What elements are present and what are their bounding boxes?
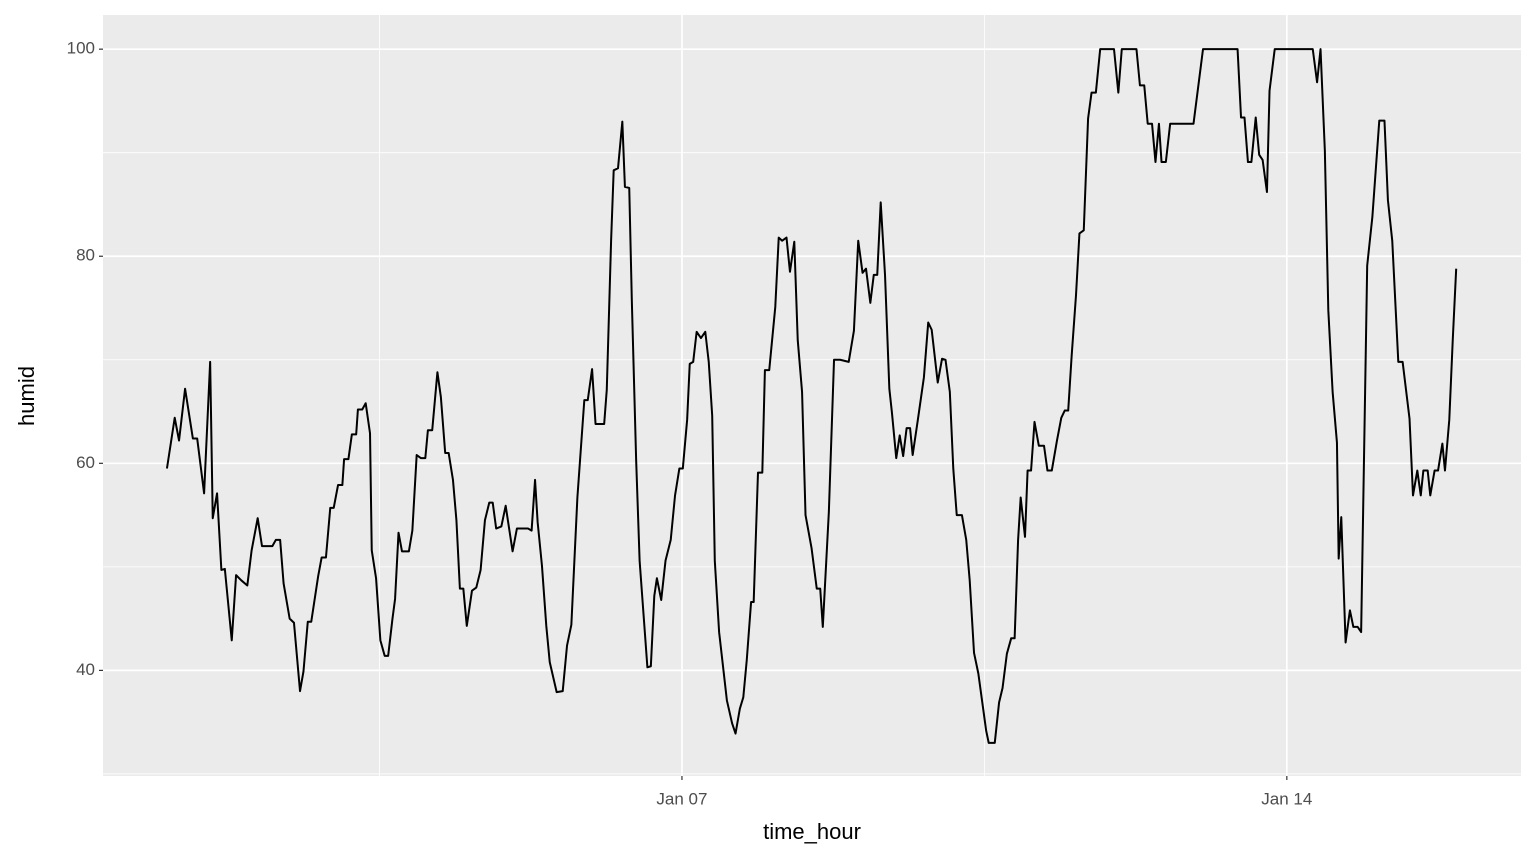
x-tick-label: Jan 14 <box>1261 789 1312 808</box>
y-tick-label: 80 <box>76 246 95 265</box>
x-axis-title: time_hour <box>763 819 861 844</box>
marks <box>165 48 1458 744</box>
plot-panel <box>103 15 1521 776</box>
y-tick-label: 60 <box>76 453 95 472</box>
y-tick-label: 40 <box>76 660 95 679</box>
y-tick-label: 100 <box>67 39 95 58</box>
x-tick-label: Jan 07 <box>656 789 707 808</box>
data-line <box>165 48 1458 744</box>
y-axis-title: humid <box>14 366 39 426</box>
